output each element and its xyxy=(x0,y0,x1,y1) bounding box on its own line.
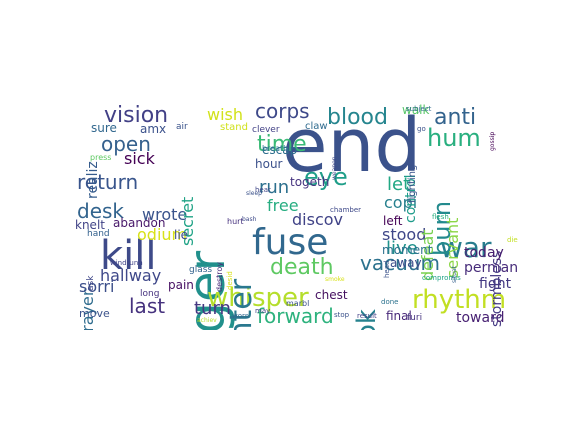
word-glass: glass xyxy=(189,265,213,275)
word-weapon: weapon xyxy=(331,156,338,180)
word-may: may xyxy=(255,307,271,315)
word-clever: clever xyxy=(252,125,280,135)
word-chamber: chamber xyxy=(330,206,362,214)
word-amx: amx xyxy=(140,122,167,136)
word-cloud: enddaggerkillfusewhisperdaughternotebook… xyxy=(72,101,518,330)
word-marbl: marbl xyxy=(286,299,310,308)
word-hour: hour xyxy=(255,157,283,171)
word-breath: breath xyxy=(262,144,289,153)
word-long: long xyxy=(140,289,160,299)
word-death: death xyxy=(270,255,334,280)
word-die: die xyxy=(507,236,518,244)
word-wrote: wrote xyxy=(142,205,188,224)
word-war: war xyxy=(440,231,492,264)
word-whisper: whisper xyxy=(207,283,309,313)
word-desk: desk xyxy=(77,199,125,223)
word-sick: sick xyxy=(124,149,155,168)
word-achiev: achiev xyxy=(197,317,217,324)
word-go: go xyxy=(417,125,426,133)
word-corps: corps xyxy=(255,101,310,123)
word-pain: pain xyxy=(168,278,194,292)
word-claw: claw xyxy=(305,121,328,132)
word-stood: stood xyxy=(382,225,427,244)
word-rhythm: rhythm xyxy=(412,285,507,315)
word-last: last xyxy=(129,294,166,318)
word-open: open xyxy=(101,132,151,156)
word-compromis: compromis xyxy=(422,274,461,282)
word-abandon: abandon xyxy=(113,216,166,230)
word-blood: blood xyxy=(327,105,388,130)
word-hurt: hurt xyxy=(227,217,244,226)
word-desid: desid xyxy=(226,271,234,290)
word-forward: forward xyxy=(257,304,334,328)
word-furi: furi xyxy=(407,313,423,323)
word-perman: perman xyxy=(464,260,518,276)
word-sorri: sorri xyxy=(79,277,115,296)
word-walk: walk xyxy=(402,103,430,117)
word-left: left xyxy=(383,214,403,228)
word-hear: hear xyxy=(255,186,271,194)
word-escap: escap xyxy=(262,143,298,157)
word-let: let xyxy=(387,174,411,195)
word-stand: stand xyxy=(220,122,248,133)
word-subject: subject xyxy=(406,105,432,113)
word-fuse: fuse xyxy=(252,222,329,263)
word-stop: stop xyxy=(334,311,350,319)
word-hum: hum xyxy=(427,124,481,152)
word-wish: wish xyxy=(207,105,244,124)
word-final: final xyxy=(386,309,412,323)
word-sure: sure xyxy=(91,121,117,135)
word-result: result xyxy=(357,312,377,320)
word-done: done xyxy=(381,298,399,306)
word-free: free xyxy=(267,196,299,215)
word-move: move xyxy=(79,307,110,320)
word-fighting: fighting xyxy=(407,164,418,203)
word-windrunn: windrunn xyxy=(110,259,143,267)
word-turn: turn xyxy=(194,298,231,319)
word-end: end xyxy=(282,103,422,189)
word-smoke: smoke xyxy=(325,276,345,283)
word-ask: ask xyxy=(86,275,96,291)
word-press: press xyxy=(90,153,112,162)
word-anti: anti xyxy=(434,105,477,130)
word-vision: vision xyxy=(104,103,169,128)
word-fight: fight xyxy=(479,276,512,292)
word-realiz: realiz xyxy=(85,161,101,199)
word-copi: copi xyxy=(384,193,418,212)
word-kill: kill xyxy=(100,233,157,279)
word-bash: bash xyxy=(242,216,257,223)
word-toward: toward xyxy=(456,310,505,326)
word-situat: situat xyxy=(451,266,458,283)
word-away: away xyxy=(390,256,422,270)
word-destroy: destroy xyxy=(215,261,224,292)
word-wors: wors xyxy=(232,312,249,320)
word-return: return xyxy=(77,170,139,194)
word-moment: moment xyxy=(382,243,433,257)
word-run: run xyxy=(259,177,290,198)
word-gossip: gossip xyxy=(489,131,496,151)
word-air: air xyxy=(176,122,188,132)
word-discov: discov xyxy=(292,210,343,229)
word-togeth: togeth xyxy=(290,175,330,189)
word-knelt: knelt xyxy=(75,218,105,232)
word-hallway: hallway xyxy=(100,266,162,285)
word-flesh: flesh xyxy=(432,213,449,221)
word-vacuum: vacuum xyxy=(360,251,440,275)
word-live: live xyxy=(386,238,418,259)
word-sleep: sleep xyxy=(246,190,262,197)
word-odium: odium xyxy=(137,225,188,244)
word-hand: hand xyxy=(87,229,110,239)
word-head: head xyxy=(383,260,391,278)
word-eye: eye xyxy=(304,163,348,191)
word-today: today xyxy=(464,245,504,261)
word-chest: chest xyxy=(315,288,348,302)
word-lie: lie xyxy=(174,228,189,242)
word-time: time xyxy=(257,132,307,157)
